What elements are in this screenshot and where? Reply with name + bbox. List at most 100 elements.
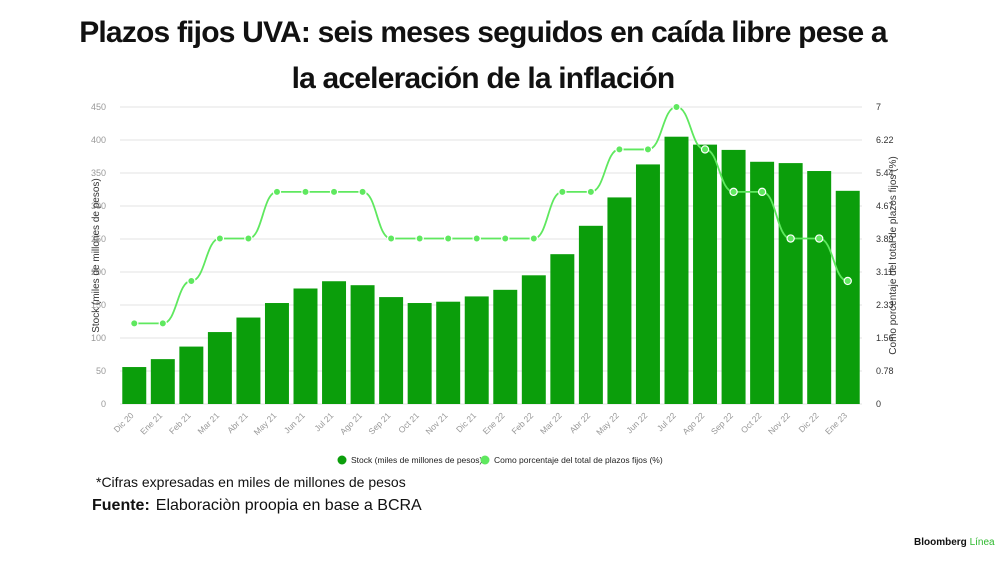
y2-tick-label: 4.67 bbox=[876, 201, 894, 211]
line-point bbox=[672, 102, 681, 112]
footnote: *Cifras expresadas en miles de millones … bbox=[96, 474, 406, 490]
y2-tick-label: 2.33 bbox=[876, 300, 894, 310]
line-point bbox=[187, 276, 196, 286]
bar bbox=[578, 225, 603, 404]
bar bbox=[493, 289, 518, 404]
y-tick-label: 0 bbox=[101, 399, 106, 409]
bar bbox=[750, 161, 775, 404]
line-point bbox=[415, 234, 424, 243]
line-point bbox=[244, 234, 253, 243]
line-point bbox=[272, 187, 282, 197]
x-tick-label: Ene 22 bbox=[481, 410, 507, 436]
y2-tick-label: 0.78 bbox=[876, 366, 894, 376]
bar bbox=[693, 144, 718, 404]
bar bbox=[207, 332, 232, 404]
x-tick-label: Feb 22 bbox=[509, 410, 535, 436]
bar bbox=[464, 296, 489, 404]
source-label: Fuente: bbox=[92, 497, 150, 514]
line-point bbox=[843, 276, 852, 286]
line-point bbox=[814, 234, 824, 243]
bar bbox=[150, 359, 175, 404]
line-point bbox=[130, 319, 139, 328]
line-point bbox=[586, 187, 596, 197]
y-tick-label: 250 bbox=[91, 234, 106, 244]
y-tick-label: 50 bbox=[96, 366, 106, 376]
bar bbox=[664, 136, 689, 404]
line-point bbox=[529, 234, 539, 243]
bar bbox=[807, 171, 832, 404]
y-tick-label: 100 bbox=[91, 333, 106, 343]
bar bbox=[407, 303, 432, 404]
y2-tick-label: 1.56 bbox=[876, 333, 894, 343]
bar bbox=[635, 164, 660, 404]
y2-axis-title: Como porcentaje del total de plazos fijo… bbox=[888, 156, 899, 354]
line-point bbox=[729, 187, 738, 197]
y2-tick-label: 6.22 bbox=[876, 135, 894, 145]
line-point bbox=[786, 234, 795, 243]
bar bbox=[264, 303, 289, 404]
x-tick-label: Jun 22 bbox=[624, 410, 649, 435]
bar bbox=[293, 288, 318, 404]
bar bbox=[179, 346, 204, 404]
x-tick-label: Jul 22 bbox=[655, 410, 678, 433]
x-tick-label: Dic 21 bbox=[454, 410, 478, 434]
bar bbox=[521, 275, 546, 404]
y2-tick-label: 3.89 bbox=[876, 234, 894, 244]
y2-tick-label: 3.11 bbox=[876, 267, 893, 277]
x-tick-label: Abr 22 bbox=[568, 410, 593, 435]
chart-title-line2: la aceleración de la inflación bbox=[291, 62, 676, 95]
y-tick-label: 150 bbox=[91, 300, 106, 310]
line-point bbox=[472, 234, 481, 243]
brand-accent: Línea bbox=[969, 537, 995, 548]
legend-label-line: Como porcentaje del total de plazos fijo… bbox=[494, 455, 663, 465]
x-tick-label: May 22 bbox=[594, 410, 621, 437]
source-text: Elaboraciòn proopia en base a BCRA bbox=[155, 497, 422, 514]
line-point bbox=[643, 145, 653, 154]
bar bbox=[322, 281, 347, 404]
line-point bbox=[386, 234, 396, 243]
line-point bbox=[615, 145, 624, 154]
x-tick-label: Ene 23 bbox=[823, 410, 849, 436]
bar bbox=[436, 301, 461, 404]
line-point bbox=[501, 234, 510, 243]
y-axis-title: Stock (miles de millones de pesos) bbox=[91, 178, 102, 333]
x-tick-label: Dic 20 bbox=[112, 410, 136, 434]
line-point bbox=[700, 145, 710, 154]
x-tick-label: Mar 22 bbox=[538, 410, 564, 436]
line-point bbox=[558, 187, 567, 197]
chart-title-line1: Plazos fijos UVA: seis meses seguidos en… bbox=[79, 16, 887, 49]
y-tick-label: 400 bbox=[91, 135, 106, 145]
x-tick-label: May 21 bbox=[252, 410, 279, 437]
line-point bbox=[329, 187, 339, 197]
bar bbox=[122, 367, 147, 404]
x-tick-label: Feb 21 bbox=[167, 410, 193, 436]
x-tick-label: Nov 22 bbox=[766, 410, 792, 436]
bar bbox=[721, 149, 746, 404]
bar bbox=[379, 297, 404, 404]
x-tick-label: Abr 21 bbox=[225, 410, 250, 435]
x-tick-label: Oct 21 bbox=[396, 410, 421, 435]
source-line: Fuente: Elaboraciòn proopia en base a BCR… bbox=[92, 497, 422, 515]
line-point bbox=[215, 234, 225, 243]
bar bbox=[778, 163, 803, 404]
y-tick-label: 200 bbox=[91, 267, 106, 277]
x-tick-label: Dic 22 bbox=[796, 410, 820, 434]
legend-marker-line bbox=[480, 455, 490, 465]
line-point bbox=[158, 319, 168, 328]
brand-logo: Bloomberg Línea bbox=[914, 537, 995, 548]
y2-tick-label: 7 bbox=[876, 102, 881, 112]
line-point bbox=[301, 187, 310, 197]
x-tick-label: Mar 21 bbox=[196, 410, 222, 436]
x-tick-label: Ene 21 bbox=[138, 410, 164, 436]
bar bbox=[350, 285, 375, 404]
y-tick-label: 350 bbox=[91, 168, 106, 178]
y2-tick-label: 5.44 bbox=[876, 168, 894, 178]
y2-tick-label: 0 bbox=[876, 399, 881, 409]
line-point bbox=[443, 234, 453, 243]
legend-marker-bar bbox=[337, 455, 347, 465]
x-tick-label: Jul 21 bbox=[312, 410, 335, 433]
x-tick-label: Sep 22 bbox=[709, 410, 735, 436]
line-point bbox=[358, 187, 367, 197]
bar bbox=[236, 317, 261, 404]
legend-label-bar: Stock (miles de millones de pesos) bbox=[351, 455, 483, 465]
